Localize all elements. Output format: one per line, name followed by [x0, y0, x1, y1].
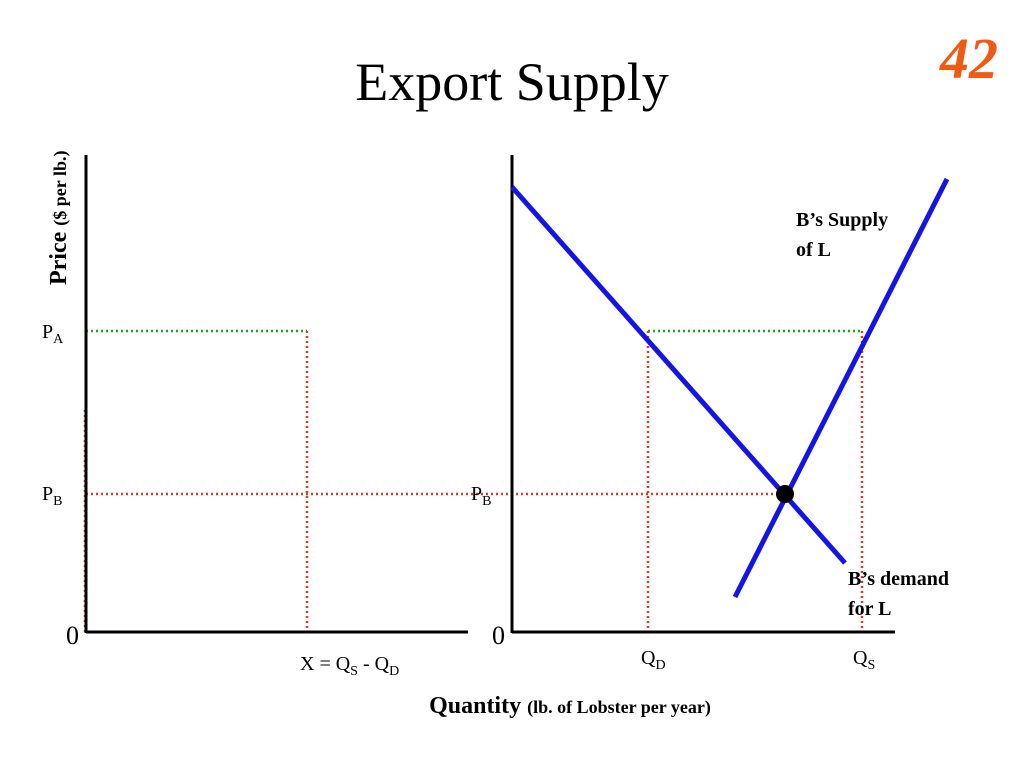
price-a: PA: [42, 321, 64, 347]
label-note: (lb. of Lobster per year): [527, 697, 711, 718]
subscript: D: [655, 658, 665, 673]
slide-number: 42: [939, 26, 998, 91]
supply-label: B’s Supply: [796, 209, 888, 231]
origin: 0: [66, 621, 79, 650]
price-b: PB: [471, 483, 491, 509]
label-main: Price: [46, 231, 72, 285]
demand-label: B’s demand: [848, 568, 949, 590]
subscript: B: [53, 494, 62, 509]
text: X = Q: [300, 653, 351, 675]
subscript: S: [867, 658, 875, 673]
text: P: [471, 483, 482, 505]
text: Q: [853, 647, 868, 669]
origin: 0: [492, 621, 505, 650]
price-b: PB: [42, 483, 62, 509]
quantity-supplied: QS: [853, 647, 875, 673]
text: Q: [641, 647, 656, 669]
demand-label: for L: [848, 598, 892, 620]
label-note: ($ per lb.): [50, 151, 71, 226]
supply-curve: [732, 177, 950, 599]
text: - Q: [358, 653, 390, 675]
x-axis-label: Quantity (lb. of Lobster per year): [429, 693, 711, 719]
subscript: A: [53, 332, 64, 347]
title: Export Supply: [355, 52, 669, 112]
y-axis-label: Price ($ per lb.): [46, 151, 72, 285]
quantity-demanded: QD: [641, 647, 666, 673]
export-label: X = QS - QD: [300, 653, 399, 679]
equilibrium-point: [776, 485, 794, 503]
supply-label: of L: [796, 239, 831, 261]
subscript: S: [350, 664, 358, 679]
text: P: [42, 321, 53, 343]
right-guides: [646, 329, 864, 632]
text: P: [42, 483, 53, 505]
label-main: Quantity: [429, 693, 521, 719]
subscript: B: [482, 494, 491, 509]
subscript: D: [389, 664, 399, 679]
